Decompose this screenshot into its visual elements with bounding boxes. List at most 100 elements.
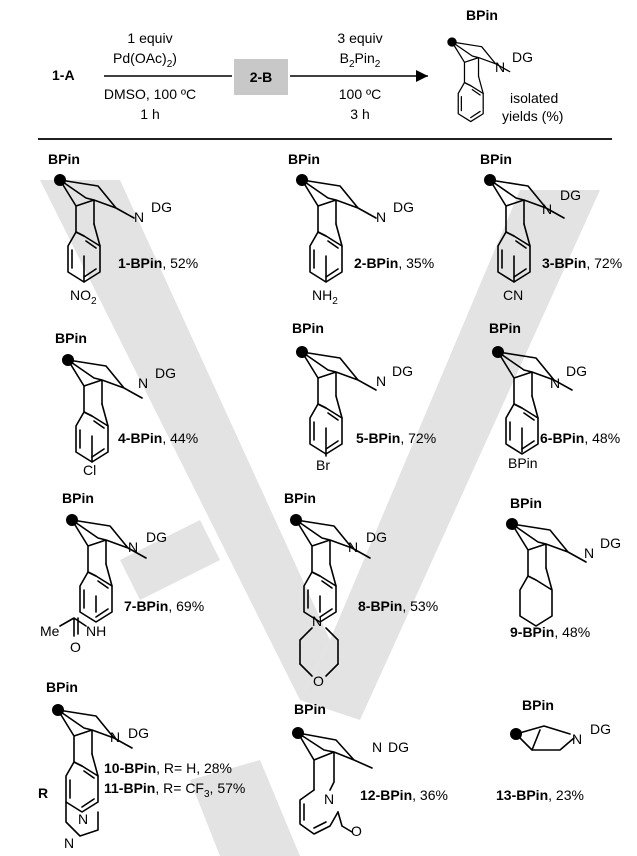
compound-6: BPin N DG BPin 6-BPin, 48% [489, 320, 620, 471]
n-label: N [572, 731, 582, 747]
substituent: BPin [508, 455, 538, 471]
step1-cond2: 1 h [140, 106, 159, 122]
start-label: 1-A [52, 67, 75, 83]
n-label: N [376, 209, 386, 225]
bpin-label: BPin [48, 151, 80, 167]
compound-caption: 1-BPin, 52% [118, 255, 198, 271]
scheme-start: 1-A [52, 67, 75, 83]
dg-label: DG [366, 529, 387, 545]
n-label: N [550, 375, 560, 391]
compound-caption: 12-BPin, 36% [360, 787, 448, 803]
substituent: Cl [83, 462, 96, 478]
n-label: N [134, 209, 144, 225]
morpholine-n: N [312, 613, 322, 629]
substituent: Br [316, 457, 330, 473]
dg-label: DG [151, 199, 172, 215]
compound-8: BPin N DG N O 8-BPin, 53% [284, 490, 438, 689]
dg-label: DG [393, 199, 414, 215]
step2-equiv: 3 equiv [337, 30, 382, 46]
morpholine-o: O [313, 673, 324, 689]
dg-label: DG [146, 529, 167, 545]
step2-reagent: B2Pin2 [340, 50, 381, 70]
n-label: N [372, 739, 382, 755]
caption-10: 10-BPin, R= H, 28% [104, 760, 232, 776]
bpin-label: BPin [489, 320, 521, 336]
n-label: N [542, 201, 552, 217]
compound-caption: 3-BPin, 72% [542, 255, 622, 271]
substituent-nh: NH [86, 623, 106, 639]
intermediate-label: 2-B [250, 69, 273, 85]
substituent: NH2 [312, 287, 338, 307]
bpin-label: BPin [46, 679, 78, 695]
step1-equiv: 1 equiv [127, 30, 172, 46]
intermediate-box [234, 59, 288, 95]
product-bpin: BPin [466, 7, 498, 23]
substituent-me: Me [40, 623, 60, 639]
bpin-label: BPin [292, 320, 324, 336]
compound-caption: 6-BPin, 48% [540, 430, 620, 446]
compound-13: BPin N DG 13-BPin, 23% [496, 697, 611, 803]
bpin-label: BPin [284, 490, 316, 506]
dg-label: DG [155, 365, 176, 381]
r-label: R [38, 785, 48, 801]
n-label: N [348, 539, 358, 555]
n-label: N [110, 729, 120, 745]
bpin-label: BPin [62, 490, 94, 506]
compound-10-11: BPin N DG R N N 10-BPin, R= H, 28% 11-BP… [38, 679, 245, 851]
compound-2: BPin N DG NH2 2-BPin, 35% [288, 151, 434, 307]
n-label: N [128, 539, 138, 555]
dg-label: DG [566, 363, 587, 379]
dg-label: DG [590, 721, 611, 737]
compound-3: BPin N DG CN 3-BPin, 72% [480, 151, 622, 303]
bpin-label: BPin [510, 495, 542, 511]
pyrimidine-n1: N [78, 811, 88, 827]
scheme-product: BPin N DG isolated yields (%) [446, 7, 563, 124]
compound-7: BPin N DG NH Me O 7-BPin, 69% [40, 490, 204, 655]
substituent-o: O [70, 639, 81, 655]
step2-cond1: 100 ºC [339, 86, 381, 102]
bpin-label: BPin [480, 151, 512, 167]
substituent: CN [503, 287, 523, 303]
compound-caption: 7-BPin, 69% [124, 598, 204, 614]
compound-caption: 2-BPin, 35% [354, 255, 434, 271]
compound-1: BPin N DG NO2 1-BPin, 52% [48, 151, 198, 307]
pyridone-o: O [351, 823, 362, 839]
compound-caption: 5-BPin, 72% [356, 430, 436, 446]
product-dg: DG [512, 49, 533, 65]
dg-label: DG [560, 187, 581, 203]
step1-reagent: Pd(OAc)2) [113, 50, 177, 70]
note-yields: yields (%) [502, 108, 563, 124]
compound-9: BPin N DG 9-BPin, 48% [505, 495, 621, 640]
compound-caption: 13-BPin, 23% [496, 787, 584, 803]
dg-label: DG [392, 363, 413, 379]
bpin-label: BPin [288, 151, 320, 167]
compound-4: BPin N DG Cl 4-BPin, 44% [55, 330, 198, 478]
dg-label: DG [388, 739, 409, 755]
product-n: N [495, 59, 505, 75]
compound-5: BPin N DG Br 5-BPin, 72% [292, 320, 436, 473]
bpin-label: BPin [294, 701, 326, 717]
compound-caption: 8-BPin, 53% [358, 598, 438, 614]
step2-cond2: 3 h [350, 106, 369, 122]
arrow-head [416, 70, 428, 82]
n-label: N [376, 373, 386, 389]
note-isolated: isolated [510, 90, 558, 106]
caption-11: 11-BPin, R= CF3, 57% [104, 780, 245, 800]
dg-label: DG [600, 535, 621, 551]
bpin-label: BPin [55, 330, 87, 346]
dg-label: DG [128, 725, 149, 741]
pyridone-n: N [324, 791, 334, 807]
compound-caption: 4-BPin, 44% [118, 430, 198, 446]
pyrimidine-n2: N [64, 835, 74, 851]
n-label: N [584, 545, 594, 561]
scheme-step2: 3 equiv B2Pin2 100 ºC 3 h [290, 30, 428, 122]
compound-12: BPin N DG N O 12-BPin, 36% [292, 701, 448, 839]
watermark [40, 180, 600, 856]
scheme-step1: 1 equiv Pd(OAc)2) DMSO, 100 ºC 1 h [104, 30, 232, 122]
substituent: NO2 [70, 287, 97, 307]
n-label: N [138, 375, 148, 391]
compound-caption: 9-BPin, 48% [510, 624, 590, 640]
bpin-label: BPin [522, 697, 554, 713]
step1-cond1: DMSO, 100 ºC [104, 86, 196, 102]
